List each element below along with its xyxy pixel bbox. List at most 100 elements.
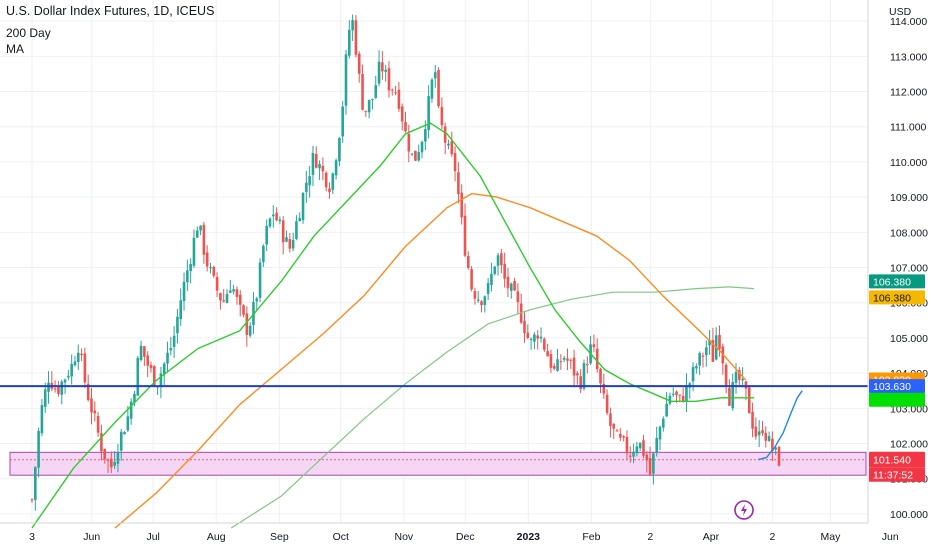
candle-body xyxy=(585,364,589,366)
candle-body xyxy=(262,245,265,263)
candle-body xyxy=(533,334,536,342)
price-badge-label: 106.380 xyxy=(873,292,911,304)
candle-body xyxy=(152,366,156,387)
symbol-title[interactable]: U.S. Dollar Index Futures, 1D, ICEUS xyxy=(6,4,215,18)
candle-body xyxy=(609,413,612,426)
candle-body xyxy=(576,373,579,376)
candle-body xyxy=(771,438,774,452)
price-badges: 106.380106.380103.820103.630101.54011:37… xyxy=(869,274,925,482)
candle-body xyxy=(30,499,34,501)
candle-body xyxy=(222,300,226,302)
candle-body xyxy=(76,352,80,362)
ma-green-line xyxy=(31,122,755,529)
price-tick-label: 111.000 xyxy=(890,122,927,134)
moving-averages xyxy=(31,122,803,529)
candle-body xyxy=(675,391,678,396)
support-zone[interactable] xyxy=(9,451,867,476)
candle-body xyxy=(559,361,563,363)
candle-body xyxy=(691,367,695,382)
candle-body xyxy=(652,453,655,474)
candle-body xyxy=(599,368,602,384)
candle-body xyxy=(179,300,183,319)
candle-body xyxy=(288,239,292,249)
candle-body xyxy=(718,334,721,349)
candle-body xyxy=(291,239,295,249)
price-badge-blue xyxy=(869,379,925,394)
time-tick-label: 3 xyxy=(29,531,35,543)
candle-body xyxy=(169,347,173,351)
candle-body xyxy=(149,364,153,369)
candle-body xyxy=(57,386,60,394)
candle-body xyxy=(351,20,354,31)
candle-body xyxy=(761,430,764,434)
candle-body xyxy=(103,448,107,460)
candle-body xyxy=(245,313,249,335)
candle-body xyxy=(698,353,701,366)
candle-body xyxy=(457,172,460,195)
candle-body xyxy=(186,270,189,283)
candle-body xyxy=(774,447,777,450)
price-axis[interactable]: 114.000 113.000 112.000 111.000 110.000 109.0… xyxy=(867,0,928,523)
candle-body xyxy=(546,351,549,357)
candle-body xyxy=(552,365,556,369)
currency-label[interactable]: USD xyxy=(889,6,912,18)
candle-body xyxy=(305,182,308,193)
indicator-label[interactable]: 200 Day xyxy=(6,26,51,40)
candle-body xyxy=(146,355,149,366)
price-tick-label: 107.000 xyxy=(890,263,928,275)
candle-body xyxy=(328,188,331,193)
candle-body xyxy=(314,153,318,168)
time-tick-label: Feb xyxy=(582,531,600,543)
candle-body xyxy=(490,273,493,285)
candle-body xyxy=(278,219,282,222)
candle-body xyxy=(764,432,768,441)
price-badge-label: 106.380 xyxy=(873,276,911,288)
candle-body xyxy=(486,283,490,294)
candle-body xyxy=(344,54,348,106)
candle-body xyxy=(308,176,311,186)
price-tick-label: 112.000 xyxy=(890,87,927,99)
candle-body xyxy=(80,353,83,356)
candle-body xyxy=(566,358,569,361)
candle-body xyxy=(414,150,417,161)
candle-body xyxy=(63,379,67,383)
candle-body xyxy=(433,72,437,79)
candle-body xyxy=(119,431,123,451)
candle-body xyxy=(671,393,675,395)
indicator-label-ma[interactable]: MA xyxy=(6,42,24,56)
price-badge-price xyxy=(869,451,925,468)
candle-body xyxy=(453,153,457,172)
candle-body xyxy=(331,173,335,190)
candle-body xyxy=(219,293,222,301)
candle-body xyxy=(361,73,364,110)
candle-body xyxy=(493,266,497,274)
candle-body xyxy=(668,395,672,404)
candle-body xyxy=(225,293,229,303)
candle-body xyxy=(37,430,40,468)
candle-body xyxy=(424,129,427,142)
candle-body xyxy=(635,446,639,454)
candle-body xyxy=(238,294,242,305)
candle-body xyxy=(176,316,179,334)
candle-body xyxy=(708,340,711,346)
candle-body xyxy=(695,366,698,369)
candle-body xyxy=(47,382,50,392)
candle-body xyxy=(199,225,202,231)
candle-body xyxy=(681,395,685,402)
candle-body xyxy=(202,224,206,255)
lightning-icon[interactable] xyxy=(734,500,754,520)
time-axis[interactable]: 3 Jun Jul Aug Sep Oct Nov Dec 2023 Feb 2 Apr 2 May Jun xyxy=(0,522,899,543)
candle-body xyxy=(268,218,272,227)
candle-body xyxy=(579,376,582,390)
candle-body xyxy=(215,277,219,291)
candle-body xyxy=(678,394,682,396)
candle-body xyxy=(367,99,371,113)
candle-body xyxy=(265,225,268,245)
candle-body xyxy=(632,451,635,457)
candle-body xyxy=(417,152,421,161)
candle-body xyxy=(172,335,176,347)
candle-body xyxy=(612,423,616,429)
price-tick-label: 113.000 xyxy=(890,51,927,63)
